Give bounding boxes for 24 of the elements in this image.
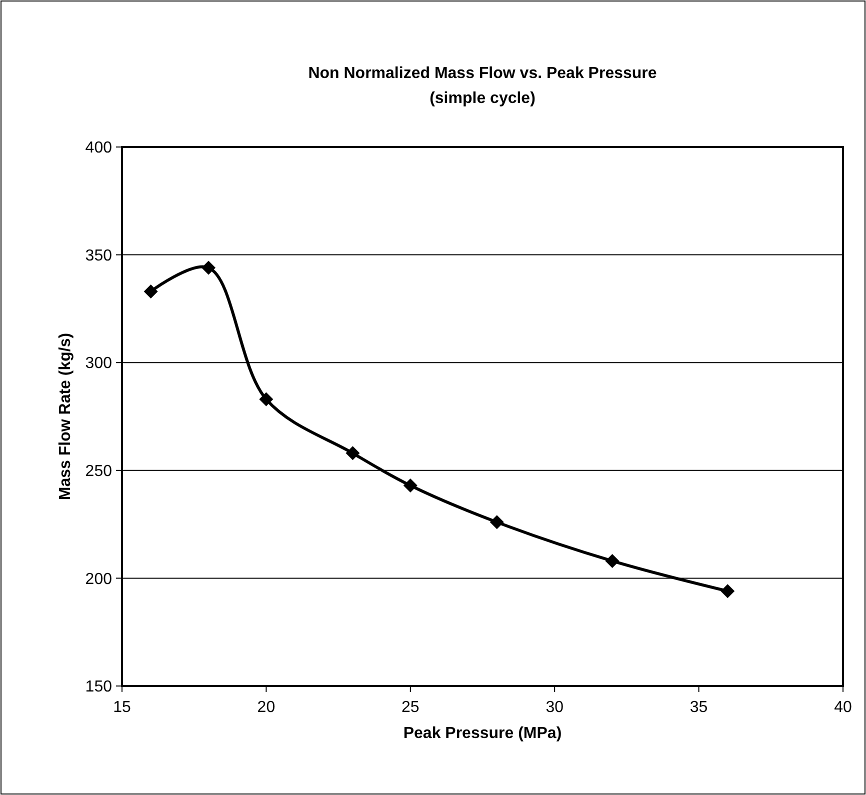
point — [403, 478, 418, 492]
point — [259, 392, 274, 406]
chart-subtitle: (simple cycle) — [430, 90, 536, 107]
y-tick-label: 400 — [85, 140, 112, 157]
point — [202, 260, 216, 275]
y-tick-label: 350 — [85, 247, 112, 264]
y-tick-label: 200 — [85, 570, 112, 588]
point — [720, 584, 735, 598]
y-tick-label: 300 — [85, 355, 112, 372]
chart-title: Non Normalized Mass Flow vs. Peak Pressure — [308, 65, 657, 82]
x-tick-label: 40 — [834, 699, 852, 716]
y-tick-label: 150 — [85, 678, 112, 696]
point — [144, 284, 158, 298]
x-tick-label: 20 — [257, 699, 276, 716]
x-tick-label: 35 — [690, 699, 708, 716]
y-axis-title: Mass Flow Rate (kg/s) — [57, 332, 74, 500]
x-tick-label: 25 — [402, 699, 420, 716]
y-tick-label: 250 — [85, 463, 112, 480]
x-tick-label: 15 — [113, 699, 131, 716]
point — [490, 515, 504, 530]
x-axis-title: Peak Pressure (MPa) — [403, 725, 562, 742]
x-tick-label: 30 — [546, 699, 564, 716]
point — [346, 446, 360, 460]
point — [605, 554, 620, 568]
